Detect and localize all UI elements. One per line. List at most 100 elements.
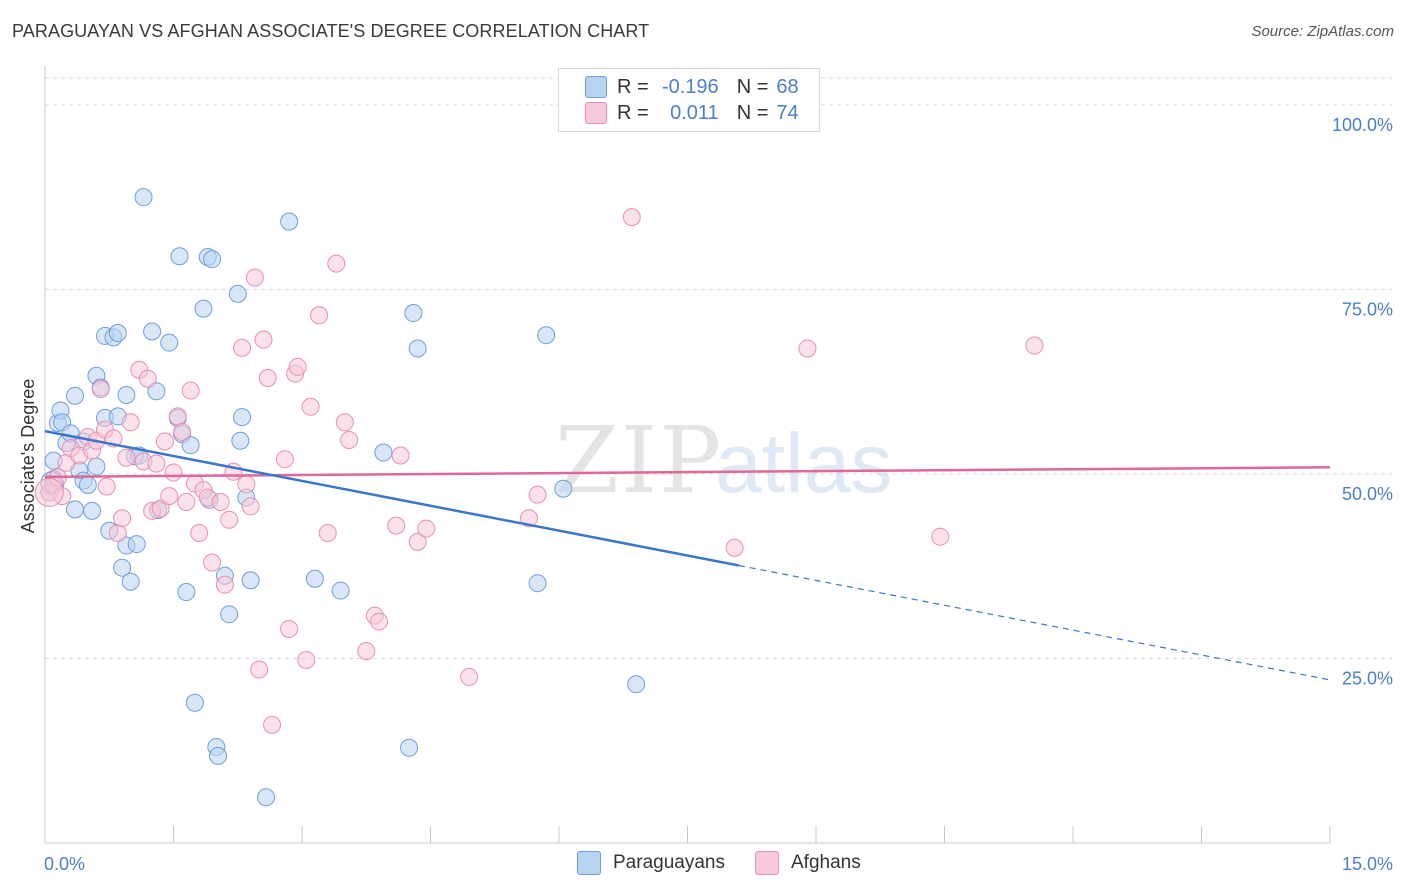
afghan-point <box>340 431 359 449</box>
paraguayan-point <box>627 675 646 694</box>
paraguayan-point <box>65 500 84 519</box>
y-tick-label: 75.0% <box>1342 299 1393 319</box>
chart-title: PARAGUAYAN VS AFGHAN ASSOCIATE'S DEGREE … <box>12 21 650 41</box>
afghan-point <box>288 357 307 376</box>
afghan-point <box>931 527 950 546</box>
afghan-point <box>164 463 183 482</box>
afghan-point <box>91 380 110 399</box>
paraguayan-point <box>203 250 222 269</box>
afghan-point <box>245 268 264 287</box>
afghan-point <box>117 448 136 467</box>
paraguayan-point <box>231 431 250 450</box>
paraguayan-point <box>160 333 179 352</box>
legend-label-afghans: Afghans <box>791 852 861 873</box>
y-axis-title: Associate's Degree <box>18 379 38 534</box>
paraguayans-swatch <box>585 76 607 98</box>
afghan-point <box>190 524 209 542</box>
legend-r-label: R = <box>617 101 649 124</box>
legend-label-paraguayans: Paraguayans <box>613 852 725 873</box>
afghan-point <box>215 575 234 594</box>
afghan-point <box>203 553 222 572</box>
paraguayan-point <box>220 605 239 624</box>
afghan-point <box>622 208 641 227</box>
afghan-point <box>310 306 329 325</box>
paraguayan-point <box>185 693 204 712</box>
paraguayan-point <box>209 746 228 765</box>
legend-item-afghans[interactable]: Afghans <box>755 851 861 875</box>
paraguayan-point <box>121 572 140 591</box>
afghan-point <box>113 509 132 528</box>
correlation-legend: R = -0.196 N = 68 R = 0.011 N = 74 <box>558 68 820 132</box>
axes <box>44 66 1331 844</box>
paraguayan-point <box>408 339 427 358</box>
afghans-trend-line <box>44 466 1331 479</box>
afghan-point <box>177 493 196 511</box>
paraguayan-point <box>554 479 573 498</box>
afghan-point <box>370 612 389 631</box>
afghans-swatch <box>755 851 779 875</box>
source-label: Source: ZipAtlas.com <box>1251 23 1394 40</box>
afghan-point <box>387 516 406 535</box>
paraguayan-point <box>127 535 146 554</box>
paraguayans-swatch <box>577 851 601 875</box>
afghan-point <box>211 493 230 511</box>
afghan-point <box>275 450 294 469</box>
afghan-point <box>151 499 170 518</box>
legend-r-value: 0.011 <box>670 101 719 124</box>
paraguayan-point <box>228 284 247 303</box>
afghan-point <box>237 475 256 494</box>
paraguayan-point <box>331 581 350 600</box>
afghan-point <box>725 538 744 557</box>
paraguayans-trend-line <box>44 429 740 567</box>
afghans-swatch <box>585 102 607 124</box>
afghan-point <box>391 446 410 465</box>
paraguayan-point <box>280 212 299 231</box>
afghan-point <box>155 432 174 451</box>
paraguayan-point <box>78 476 97 495</box>
legend-n-label: N = <box>736 101 769 124</box>
paraguayan-point <box>537 326 556 345</box>
paraguayan-point <box>181 436 200 455</box>
trend-lines <box>44 429 1331 681</box>
afghan-point <box>147 454 166 473</box>
watermark: ZIP atlas <box>555 407 892 514</box>
paraguayan-point <box>143 322 162 341</box>
afghan-point <box>263 715 282 734</box>
watermark-zip: ZIP <box>555 407 723 514</box>
afghan-point <box>160 487 179 506</box>
series-legend: Paraguayans Afghans <box>0 851 1406 879</box>
watermark-atlas: atlas <box>715 416 892 510</box>
afghan-point <box>168 407 187 426</box>
x-tick-label: 15.0% <box>1342 854 1393 874</box>
legend-row-afghans: R = 0.011 N = 74 <box>585 100 799 126</box>
afghan-point <box>97 477 116 496</box>
afghan-point <box>1025 336 1044 355</box>
legend-item-paraguayans[interactable]: Paraguayans <box>577 851 725 875</box>
afghan-point <box>798 339 817 358</box>
legend-r-label: R = <box>617 75 649 98</box>
legend-n-label: N = <box>736 75 769 98</box>
afghan-point <box>520 509 539 528</box>
afghan-point <box>250 660 269 679</box>
afghan-point <box>280 619 299 638</box>
paraguayan-point <box>65 386 84 405</box>
paraguayan-point <box>233 408 252 427</box>
y-tick-label: 100.0% <box>1332 115 1393 135</box>
afghan-point <box>357 642 376 661</box>
afghan-point <box>254 330 273 349</box>
paraguayan-point <box>147 382 166 401</box>
afghan-point <box>241 497 260 516</box>
afghan-point <box>460 667 479 686</box>
afghan-point <box>528 485 547 504</box>
paraguayan-point <box>134 188 153 207</box>
afghans-points <box>34 208 1044 734</box>
legend-n-value: 74 <box>776 101 799 124</box>
paraguayan-point <box>528 574 547 593</box>
paraguayan-point <box>108 323 127 342</box>
afghan-point <box>335 413 354 432</box>
paraguayan-point <box>117 385 136 404</box>
afghan-point <box>121 413 140 432</box>
afghan-point <box>301 397 320 416</box>
paraguayan-point <box>400 738 419 757</box>
afghan-point <box>138 369 157 388</box>
